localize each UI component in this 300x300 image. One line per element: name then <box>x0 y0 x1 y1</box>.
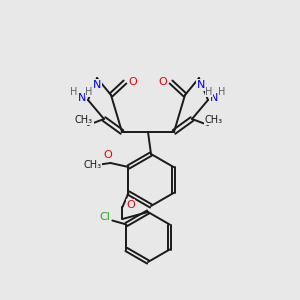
Text: N: N <box>93 80 101 90</box>
Text: N: N <box>197 80 205 90</box>
Text: Cl: Cl <box>99 212 110 221</box>
Text: CH₃: CH₃ <box>83 160 101 170</box>
Text: O: O <box>126 200 135 210</box>
Text: O: O <box>159 77 167 87</box>
Text: O: O <box>129 77 137 87</box>
Text: H: H <box>85 87 93 97</box>
Text: H: H <box>218 87 226 97</box>
Text: CH₃: CH₃ <box>75 115 93 125</box>
Text: H: H <box>205 87 213 97</box>
Text: N: N <box>210 93 218 103</box>
Text: CH₃: CH₃ <box>205 115 223 125</box>
Text: O: O <box>103 150 112 160</box>
Text: N: N <box>78 93 86 103</box>
Text: H: H <box>70 87 78 97</box>
